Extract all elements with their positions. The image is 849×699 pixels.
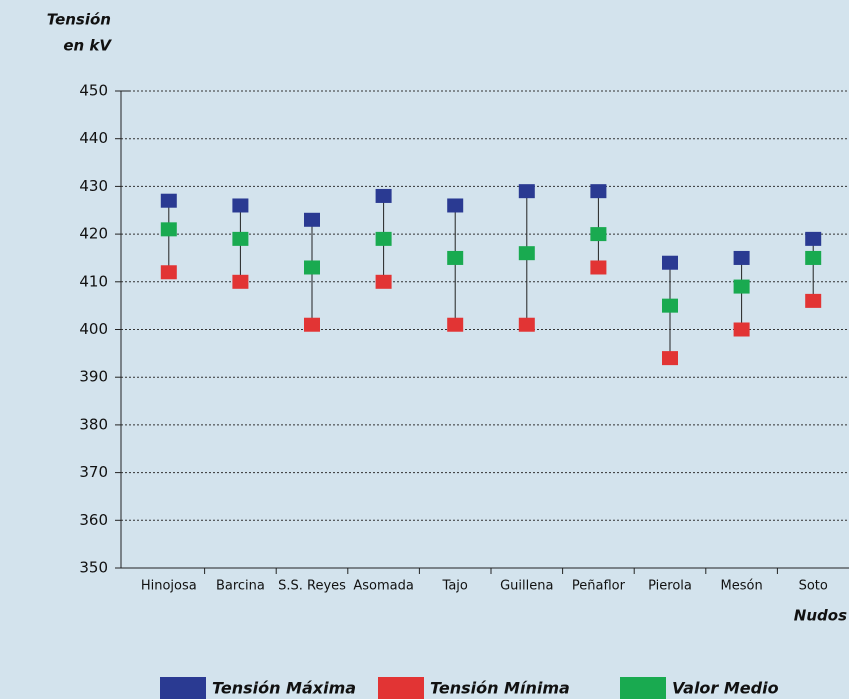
x-tick-label: Peñaflor (572, 579, 626, 594)
y-axis-title: en kV (63, 37, 112, 55)
marker (733, 322, 750, 337)
y-tick-label: 350 (79, 559, 108, 577)
x-tick-label: Guillena (500, 579, 553, 594)
legend-swatch (620, 677, 666, 699)
y-tick-label: 360 (79, 511, 108, 529)
marker (232, 274, 249, 289)
legend-swatch (160, 677, 206, 699)
marker (805, 231, 822, 246)
marker (662, 351, 678, 366)
y-tick-label: 400 (79, 320, 108, 338)
legend-label: Tensión Máxima (212, 679, 356, 698)
marker (232, 231, 249, 246)
marker (733, 250, 750, 265)
y-tick-label: 370 (79, 463, 108, 481)
x-tick-label: Soto (799, 579, 828, 594)
marker (304, 212, 320, 227)
y-tick-label: 440 (79, 129, 108, 147)
marker (447, 317, 464, 332)
y-axis-title: Tensión (47, 11, 111, 29)
marker (375, 274, 392, 289)
marker (375, 231, 392, 246)
marker (447, 250, 464, 265)
y-tick-label: 390 (79, 368, 108, 386)
marker (160, 222, 177, 237)
x-tick-label: Barcina (216, 579, 265, 594)
y-tick-label: 420 (79, 225, 108, 243)
y-tick-label: 450 (79, 82, 108, 100)
x-tick-label: S.S. Reyes (278, 579, 346, 594)
marker (733, 279, 750, 294)
legend-label: Tensión Mínima (430, 679, 570, 698)
legend-swatch (378, 677, 424, 699)
y-tick-label: 410 (79, 272, 108, 290)
marker (160, 265, 177, 280)
y-tick-label: 430 (79, 177, 108, 195)
marker (590, 260, 607, 275)
x-tick-label: Pierola (648, 579, 692, 594)
x-tick-label: Hinojosa (141, 579, 197, 594)
marker (375, 188, 392, 203)
marker (662, 255, 678, 270)
x-axis-title: Nudos (794, 607, 847, 625)
marker (304, 260, 320, 275)
marker (662, 298, 678, 313)
marker (160, 193, 177, 208)
y-tick-label: 380 (79, 415, 108, 433)
marker (805, 250, 822, 265)
marker (518, 317, 535, 332)
marker (518, 246, 535, 261)
marker (805, 293, 822, 308)
legend-label: Valor Medio (672, 679, 779, 698)
marker (232, 198, 249, 213)
marker (447, 198, 464, 213)
marker (518, 184, 535, 199)
x-tick-label: Tajo (442, 579, 468, 594)
x-tick-label: Mesón (721, 579, 763, 594)
marker (590, 227, 607, 242)
marker (590, 184, 607, 199)
x-tick-label: Asomada (353, 579, 413, 594)
marker (304, 317, 320, 332)
